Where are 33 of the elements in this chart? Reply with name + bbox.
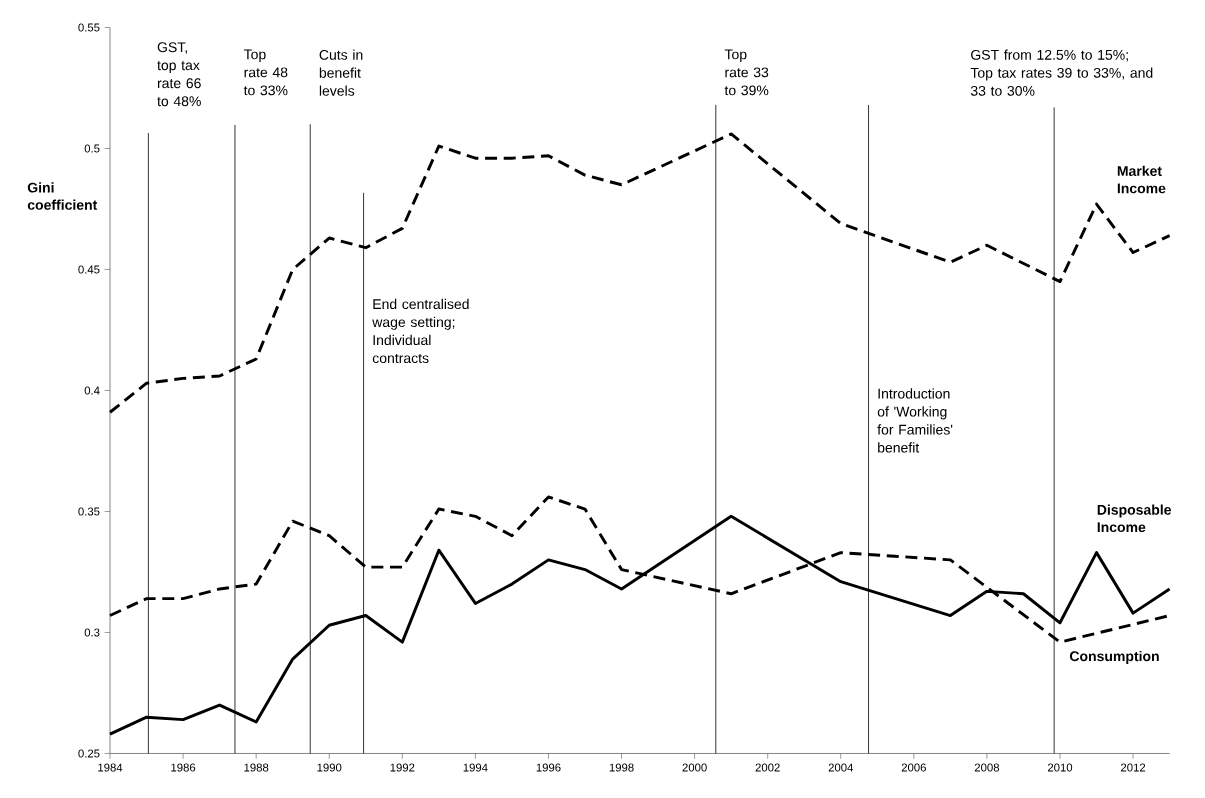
- x-tick-label: 2004: [828, 763, 854, 772]
- x-tick-label: 1996: [536, 763, 561, 772]
- x-tick-label: 2012: [1121, 763, 1146, 772]
- x-tick-label: 2000: [682, 763, 707, 772]
- y-tick-label: 0.3: [84, 628, 100, 637]
- x-tick-label: 2008: [974, 763, 1000, 772]
- series-label: Market Income: [1117, 165, 1166, 194]
- x-tick-label: 1994: [463, 763, 488, 772]
- ref-line-label: Top rate 33 to 39%: [724, 49, 769, 96]
- x-tick-label: 1984: [98, 763, 123, 772]
- series-label: Consumption: [1069, 650, 1159, 664]
- ref-line-label: GST, top tax rate 66 to 48%: [157, 42, 201, 107]
- x-tick-label: 1986: [171, 763, 196, 772]
- y-tick-label: 0.55: [78, 23, 100, 32]
- y-tick-label: 0.25: [78, 749, 100, 758]
- y-tick-label: 0.35: [78, 507, 100, 516]
- ref-line-label: Cuts in benefit levels: [319, 49, 363, 96]
- y-axis-title: Gini coefficient: [27, 182, 98, 210]
- x-tick-label: 2002: [755, 763, 780, 772]
- x-tick-label: 1998: [609, 763, 634, 772]
- y-tick-label: 0.4: [84, 386, 100, 395]
- y-tick-label: 0.45: [78, 265, 100, 274]
- ref-line-label: Top rate 48 to 33%: [243, 49, 288, 96]
- x-tick-label: 2006: [901, 763, 926, 772]
- x-tick-label: 1992: [390, 763, 415, 772]
- x-tick-label: 2010: [1047, 763, 1073, 772]
- x-tick-label: 1988: [244, 763, 269, 772]
- series-label: Disposable Income: [1097, 504, 1171, 533]
- ref-line-label: GST from 12.5% to 15%; Top tax rates 39 to 33%, and 33 to 30%: [970, 49, 1153, 96]
- x-tick-label: 1990: [317, 763, 342, 772]
- ref-line-label: Introduction of 'Working for Families' benefit: [877, 388, 953, 453]
- y-tick-label: 0.5: [84, 144, 100, 153]
- ref-line-label: End centralised wage setting; Individual contracts: [372, 298, 469, 364]
